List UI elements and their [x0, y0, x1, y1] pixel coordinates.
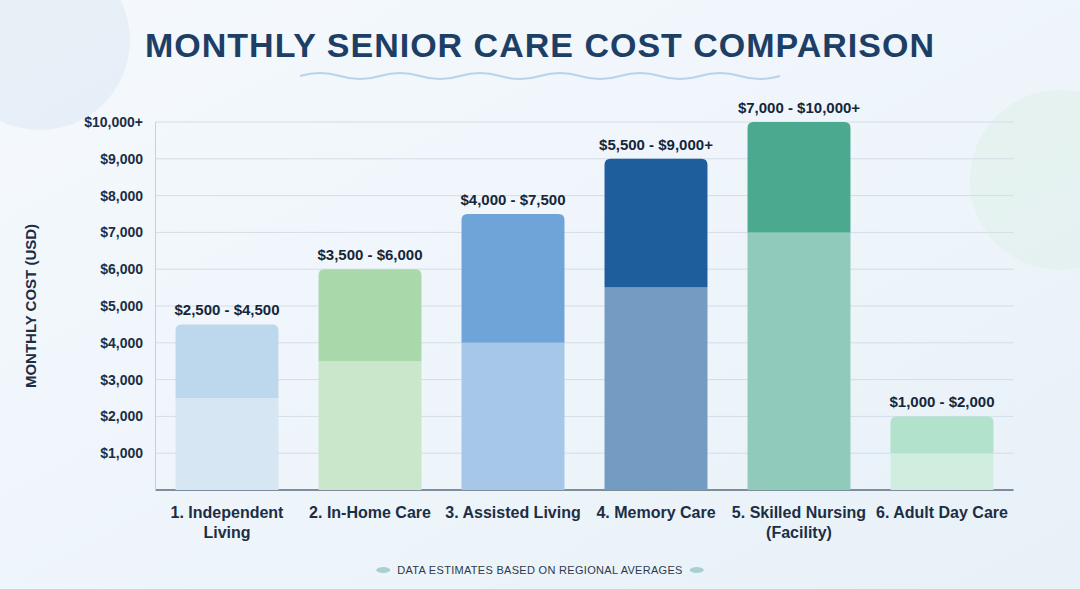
bar-range — [319, 269, 422, 361]
y-tick-label: $10,000+ — [84, 114, 143, 130]
grid-line — [156, 158, 1014, 159]
y-tick-label: $7,000 — [100, 224, 143, 240]
decoration — [0, 0, 130, 130]
bar-range — [748, 122, 851, 232]
bar-low — [319, 361, 422, 490]
bar-low — [605, 288, 708, 490]
x-tick-label: 6. Adult Day Care — [876, 504, 1008, 521]
x-tick-label: 5. Skilled Nursing(Facility) — [732, 504, 866, 541]
title: MONTHLY SENIOR CARE COST COMPARISON — [145, 26, 935, 64]
x-tick-label: 2. In-Home Care — [309, 504, 431, 521]
decoration — [376, 567, 390, 573]
y-tick-label: $1,000 — [100, 445, 143, 461]
bar-low — [891, 453, 994, 490]
y-tick-label: $8,000 — [100, 188, 143, 204]
grid-line — [156, 232, 1014, 233]
bar-range — [462, 214, 565, 343]
grid-line — [156, 122, 1014, 123]
title-underline — [300, 73, 780, 79]
grid-line — [156, 195, 1014, 196]
y-tick-label: $9,000 — [100, 151, 143, 167]
y-axis-title: MONTHLY COST (USD) — [22, 224, 39, 388]
bar-low — [462, 343, 565, 490]
x-axis-line — [156, 489, 1014, 491]
y-axis-line — [155, 122, 156, 490]
y-tick-label: $5,000 — [100, 298, 143, 314]
chart: MONTHLY SENIOR CARE COST COMPARISON $1,00… — [0, 0, 1080, 589]
data-label: $4,000 - $7,500 — [460, 191, 565, 208]
y-tick-label: $6,000 — [100, 261, 143, 277]
grid-line — [156, 453, 1014, 454]
data-label: $1,000 - $2,000 — [889, 393, 994, 410]
bar-range — [891, 416, 994, 453]
x-tick-label: 1. IndependentLiving — [171, 504, 285, 541]
x-tick-label: 4. Memory Care — [596, 504, 715, 521]
grid-line — [156, 269, 1014, 270]
background — [0, 0, 1080, 589]
grid-line — [156, 416, 1014, 417]
bar-low — [176, 398, 279, 490]
x-tick-label: 3. Assisted Living — [445, 504, 580, 521]
data-label: $7,000 - $10,000+ — [738, 99, 860, 116]
y-tick-label: $3,000 — [100, 372, 143, 388]
data-label: $2,500 - $4,500 — [174, 301, 279, 318]
decoration — [690, 567, 704, 573]
grid-line — [156, 379, 1014, 380]
bar-low — [748, 232, 851, 490]
y-tick-label: $2,000 — [100, 408, 143, 424]
decoration — [970, 90, 1080, 270]
bar-range — [605, 159, 708, 288]
y-tick-label: $4,000 — [100, 335, 143, 351]
data-label: $5,500 - $9,000+ — [599, 136, 713, 153]
bar-range — [176, 324, 279, 398]
bars — [176, 122, 994, 490]
grid-line — [156, 342, 1014, 343]
grid — [156, 122, 1014, 453]
footnote: DATA ESTIMATES BASED ON REGIONAL AVERAGE… — [397, 564, 683, 576]
grid-line — [156, 306, 1014, 307]
data-label: $3,500 - $6,000 — [317, 246, 422, 263]
